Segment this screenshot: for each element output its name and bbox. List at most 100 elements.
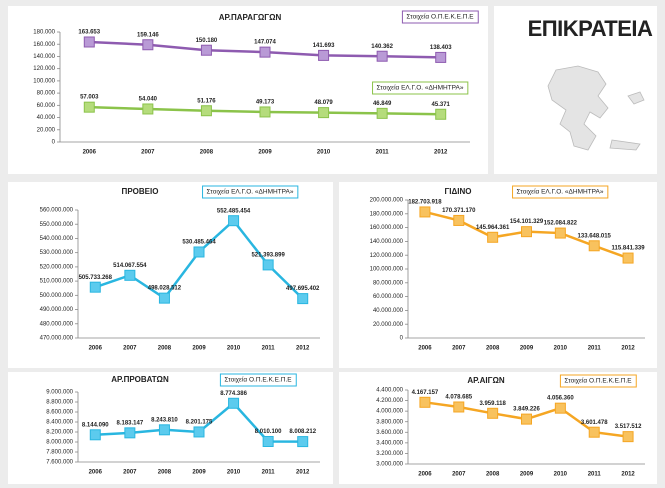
marker (554, 227, 566, 239)
x-tick-label: 2012 (621, 472, 635, 478)
annotation: Στοιχεία ΕΛ.Γ.Ο. «ΔΗΜΗΤΡΑ» (207, 188, 294, 196)
value-label: 3.849.226 (513, 407, 540, 413)
y-tick-label: 9.000.000 (46, 390, 73, 396)
value-label: 141.693 (313, 43, 335, 49)
x-tick-label: 2011 (262, 470, 276, 476)
annotation: Στοιχεία Ο.Π.Ε.Κ.Ε.Π.Ε (224, 376, 292, 384)
marker (435, 108, 447, 120)
x-tick-label: 2012 (296, 346, 310, 352)
y-tick-label: 140.000 (33, 54, 55, 60)
marker (487, 231, 499, 243)
x-tick-label: 2006 (83, 150, 97, 156)
x-tick-label: 2008 (158, 470, 172, 476)
value-label: 147.074 (254, 40, 276, 46)
x-tick-label: 2007 (123, 470, 137, 476)
y-tick-label: 3.600.000 (376, 430, 403, 436)
value-label: 138.403 (430, 45, 452, 51)
marker (487, 407, 499, 419)
marker (521, 413, 532, 425)
marker (124, 427, 136, 439)
marker (228, 215, 240, 227)
map (547, 65, 645, 151)
y-tick-label: 0 (52, 140, 56, 146)
marker (297, 436, 309, 448)
marker (554, 402, 566, 414)
marker (158, 424, 170, 436)
x-tick-label: 2008 (486, 472, 500, 478)
marker (419, 206, 431, 218)
value-label: 3.601.478 (581, 420, 608, 426)
x-tick-label: 2009 (520, 472, 534, 478)
x-tick-label: 2008 (158, 346, 172, 352)
marker (83, 101, 95, 113)
value-label: 514.067.554 (113, 263, 147, 269)
value-label: 530.485.464 (182, 240, 216, 246)
marker (142, 39, 154, 51)
value-label: 57.003 (80, 95, 99, 101)
value-label: 170.371.170 (442, 208, 476, 214)
marker (83, 36, 95, 48)
x-tick-label: 2011 (588, 346, 602, 352)
x-tick-label: 2010 (227, 470, 241, 476)
value-label: 4.056.360 (547, 396, 574, 402)
x-tick-label: 2012 (296, 470, 310, 476)
y-tick-label: 8.400.000 (46, 420, 73, 426)
page-title: ΕΠΙΚΡΑΤΕΙΑ (528, 16, 653, 41)
y-tick-label: 80.000 (37, 91, 56, 97)
x-tick-label: 2007 (123, 346, 137, 352)
chart-title: ΠΡΟΒΕΙΟ (122, 187, 159, 196)
value-label: 8.144.090 (82, 422, 109, 428)
x-tick-label: 2010 (227, 346, 241, 352)
value-label: 133.648.015 (578, 233, 612, 239)
marker (262, 435, 274, 447)
y-tick-label: 140.000.000 (370, 239, 404, 245)
y-tick-label: 80.000.000 (373, 280, 404, 286)
x-tick-label: 2009 (258, 150, 272, 156)
value-label: 8.774.386 (220, 391, 247, 397)
value-label: 152.084.822 (544, 221, 578, 227)
x-tick-label: 2008 (200, 150, 214, 156)
x-tick-label: 2006 (89, 470, 103, 476)
value-label: 159.146 (137, 32, 159, 38)
value-label: 4.078.685 (445, 395, 472, 401)
y-tick-label: 8.200.000 (46, 430, 73, 436)
marker (318, 49, 330, 61)
marker (297, 293, 309, 305)
y-tick-label: 160.000 (33, 42, 55, 48)
value-label: 48.079 (314, 100, 333, 106)
x-tick-label: 2007 (452, 346, 466, 352)
value-label: 552.485.454 (217, 208, 251, 214)
y-tick-label: 560.000.000 (40, 208, 74, 214)
panel (8, 372, 333, 484)
chart-title: ΑΡ.ΑΙΓΩΝ (467, 376, 505, 385)
value-label: 497.695.402 (286, 286, 320, 292)
x-tick-label: 2007 (141, 150, 155, 156)
y-tick-label: 470.000.000 (40, 336, 74, 342)
x-tick-label: 2011 (262, 346, 276, 352)
y-tick-label: 120.000 (33, 66, 55, 72)
value-label: 140.362 (371, 44, 393, 50)
marker (200, 44, 212, 56)
y-tick-label: 500.000.000 (40, 293, 74, 299)
y-tick-label: 480.000.000 (40, 321, 74, 327)
marker (435, 51, 447, 63)
marker (419, 396, 431, 408)
value-label: 8.243.810 (151, 417, 178, 423)
value-label: 51.176 (197, 98, 216, 104)
y-tick-label: 40.000.000 (373, 308, 404, 314)
marker (622, 252, 634, 264)
y-tick-label: 0 (400, 336, 404, 342)
chart-title: ΑΡ.ΠΑΡΑΓΩΓΩΝ (219, 13, 282, 22)
value-label: 4.167.157 (412, 390, 439, 396)
value-label: 145.964.361 (476, 225, 510, 231)
y-tick-label: 7.800.000 (46, 450, 73, 456)
y-tick-label: 3.200.000 (376, 451, 403, 457)
x-tick-label: 2009 (192, 346, 206, 352)
marker (228, 397, 240, 409)
x-tick-label: 2010 (554, 472, 568, 478)
annotation-box (202, 185, 299, 199)
marker (262, 259, 274, 271)
x-tick-label: 2007 (452, 472, 466, 478)
annotation-box (372, 81, 469, 95)
